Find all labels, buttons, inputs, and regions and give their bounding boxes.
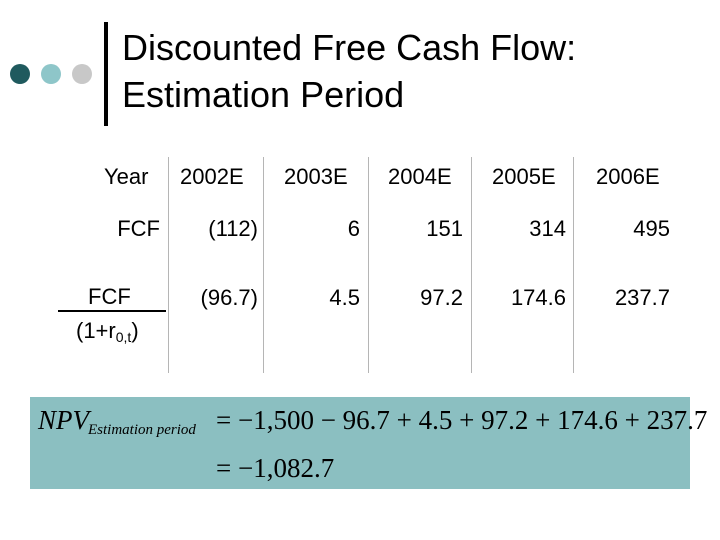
- fcf-2004E: 151: [426, 216, 463, 241]
- fraction-bar: [58, 310, 166, 312]
- fraction-denominator: (1+r0,t): [76, 318, 166, 350]
- fcf-row-label: FCF: [117, 216, 160, 241]
- slide-title: Discounted Free Cash Flow: Estimation Pe…: [122, 24, 712, 118]
- column-divider: [368, 157, 369, 373]
- dfcf-2003E: 4.5: [329, 285, 360, 310]
- fcf-2006E: 495: [633, 216, 670, 241]
- column-divider: [263, 157, 264, 373]
- light-teal-dot: [41, 64, 61, 84]
- dfcf-2002E: (96.7): [200, 285, 258, 310]
- year-header: Year: [104, 164, 149, 189]
- fcf-2003E: 6: [347, 216, 360, 241]
- npv-equation-line-1: = −1,500 − 96.7 + 4.5 + 97.2 + 174.6 + 2…: [216, 405, 708, 435]
- gray-dot: [72, 64, 92, 84]
- cash-flow-table: Year 2002E 2003E 2004E 2005E 2006E FCF (…: [46, 157, 682, 373]
- year-2003E: 2003E: [284, 164, 348, 189]
- column-divider: [471, 157, 472, 373]
- dfcf-2006E: 237.7: [614, 285, 670, 310]
- column-divider: [168, 157, 169, 373]
- year-2004E: 2004E: [388, 164, 452, 189]
- npv-symbol: NPV: [38, 405, 89, 435]
- title-line-2: Estimation Period: [122, 74, 405, 115]
- title-divider: [104, 22, 108, 126]
- fcf-2005E: 314: [529, 216, 566, 241]
- denominator-subscript: 0,t: [115, 329, 132, 345]
- title-line-1: Discounted Free Cash Flow:: [122, 27, 577, 68]
- dfcf-2004E: 97.2: [420, 285, 463, 310]
- fraction-numerator: FCF: [88, 284, 131, 309]
- decorative-dots: [10, 64, 100, 84]
- dark-teal-dot: [10, 64, 30, 84]
- denominator-prefix: (1+r: [76, 318, 116, 343]
- denominator-suffix: ): [131, 318, 139, 343]
- npv-formula-box: NPV Estimation period = −1,500 − 96.7 + …: [30, 397, 707, 489]
- year-2006E: 2006E: [596, 164, 660, 189]
- npv-equation-line-2: = −1,082.7: [216, 453, 335, 483]
- year-2005E: 2005E: [492, 164, 556, 189]
- column-divider: [573, 157, 574, 373]
- fcf-2002E: (112): [208, 216, 258, 241]
- npv-subscript: Estimation period: [88, 422, 196, 438]
- year-2002E: 2002E: [180, 164, 244, 189]
- dfcf-2005E: 174.6: [510, 285, 566, 310]
